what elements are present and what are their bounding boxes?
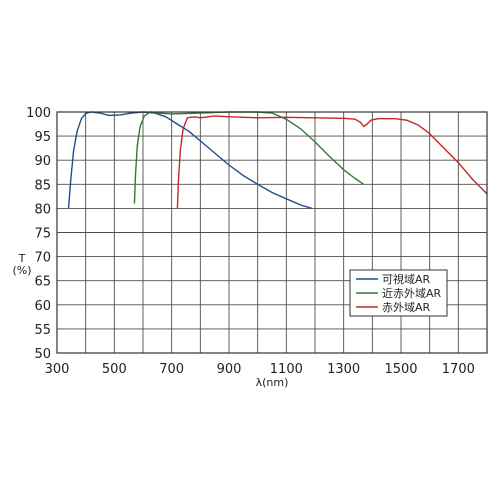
- y-axis-unit: (%): [12, 264, 31, 277]
- legend-label-visible-ar: 可視域AR: [382, 272, 431, 286]
- x-tick-labels: 300 500 700 900 1100 1300 1500 1700: [45, 362, 475, 377]
- series-line-1: [133, 111, 365, 204]
- x-tick-label: 700: [159, 362, 184, 377]
- y-axis-label: T: [18, 252, 26, 265]
- y-tick-label: 65: [34, 275, 51, 290]
- x-tick-label: 1300: [327, 362, 360, 377]
- x-axis-label: λ(nm): [256, 376, 289, 389]
- x-tick-label: 500: [102, 362, 127, 377]
- legend-label-ir-ar: 赤外域AR: [382, 301, 431, 314]
- y-tick-label: 75: [34, 227, 51, 242]
- y-tick-label: 60: [34, 299, 51, 314]
- grid: [57, 112, 487, 353]
- y-tick-labels: 50 55 60 65 70 75 80 85 90 95 100: [26, 106, 51, 362]
- y-tick-label: 70: [34, 251, 51, 266]
- y-tick-label: 95: [34, 130, 51, 145]
- y-tick-label: 100: [26, 106, 51, 121]
- y-tick-label: 50: [34, 347, 51, 362]
- y-tick-label: 80: [34, 202, 51, 217]
- series-line-2: [176, 115, 488, 209]
- y-tick-label: 85: [34, 178, 51, 193]
- x-tick-label: 300: [45, 362, 70, 377]
- x-tick-label: 1700: [442, 362, 475, 377]
- legend-label-near-ir-ar: 近赤外域AR: [382, 287, 442, 300]
- y-tick-label: 90: [34, 154, 51, 169]
- x-tick-label: 1100: [270, 362, 303, 377]
- x-tick-label: 1500: [384, 362, 417, 377]
- y-tick-label: 55: [34, 323, 51, 338]
- legend: 可視域AR 近赤外域AR 赤外域AR: [349, 269, 448, 317]
- x-tick-label: 900: [217, 362, 242, 377]
- plot-frame: [56, 111, 488, 354]
